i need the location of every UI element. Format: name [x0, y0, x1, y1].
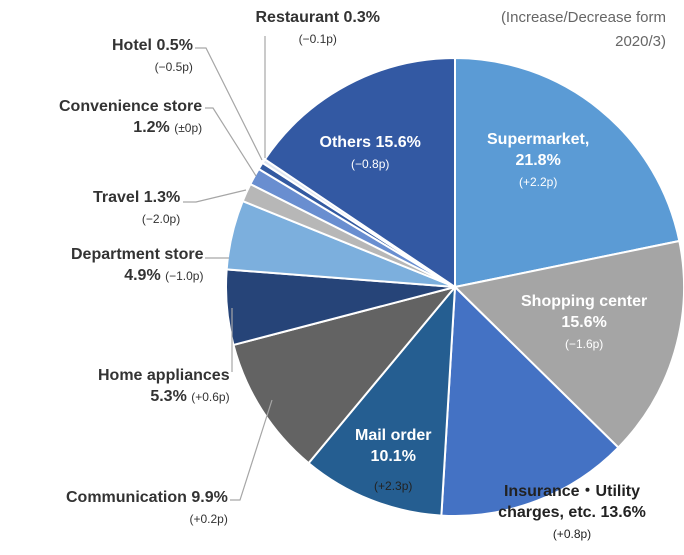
value-label: 15.6% [561, 313, 607, 331]
label-line: (−0.5p) [112, 57, 193, 78]
label-line: Insurance・Utility charges, etc. 13.6% [472, 482, 672, 524]
label-line: Mail order [355, 426, 431, 447]
label-line: (+0.8p) [472, 524, 672, 545]
category-name: Insurance・Utility charges, etc. [498, 483, 641, 521]
value-label: 10.1% [370, 447, 416, 465]
value-label: 0.5% [156, 37, 193, 54]
category-name: Department store [71, 246, 204, 263]
slice-label: Convenience store 1.2% (±0p) [59, 97, 202, 139]
change-label: (−2.0p) [141, 211, 181, 226]
slice-label: Others 15.6% (−0.8p) [320, 133, 421, 175]
label-line: 15.6% [521, 313, 647, 334]
change-label: (±0p) [174, 120, 203, 135]
slice-label: Communication 9.9% (+0.2p) [66, 488, 228, 530]
change-label: (−1.0p) [165, 268, 204, 283]
slice-label: Restaurant 0.3% (−0.1p) [256, 8, 381, 50]
label-line: Communication 9.9% [66, 488, 228, 509]
value-label: 5.3% [150, 387, 187, 405]
slice-label: Hotel 0.5% (−0.5p) [112, 36, 193, 78]
label-line: 5.3% (+0.6p) [98, 387, 230, 408]
value-label: 0.3% [343, 9, 380, 26]
label-line: Shopping center [521, 292, 647, 313]
change-label: (+0.2p) [189, 511, 228, 526]
slice-label: Mail order 10.1% (+2.3p) [355, 426, 431, 496]
value-label: 1.3% [143, 189, 181, 206]
category-name: Shopping center [521, 293, 648, 310]
label-line: Restaurant 0.3% [256, 8, 381, 29]
label-line: Department store [71, 245, 203, 266]
category-name: Supermarket, [487, 131, 590, 148]
value-label: 4.9% [124, 266, 161, 284]
label-line: 1.2% (±0p) [59, 118, 202, 139]
pie-slice [452, 239, 684, 449]
category-name: Hotel [112, 37, 152, 54]
pie-slice [440, 284, 620, 517]
label-line: Convenience store [59, 97, 202, 118]
value-label: 21.8% [515, 151, 561, 169]
slice-label: Department store 4.9% (−1.0p) [71, 245, 203, 287]
label-line: 10.1% [355, 447, 431, 468]
label-line: Home appliances [98, 366, 230, 387]
change-label: (−0.8p) [351, 156, 390, 171]
label-line: (−0.1p) [256, 29, 381, 50]
label-line: (−0.8p) [320, 154, 421, 175]
category-name: Restaurant [255, 9, 340, 26]
label-line: (+0.2p) [66, 509, 228, 530]
label-line: Travel 1.3% [93, 188, 180, 209]
label-line: Supermarket, [487, 130, 589, 151]
pie-slice [307, 284, 457, 517]
category-name: Home appliances [98, 367, 230, 384]
slice-label: Home appliances 5.3% (+0.6p) [98, 366, 230, 408]
label-line: 21.8% [487, 151, 589, 172]
category-name: Convenience store [59, 98, 203, 115]
change-label: (−0.1p) [298, 31, 337, 46]
pie-slice [263, 56, 456, 289]
value-label: 9.9% [191, 489, 228, 506]
label-line: 4.9% (−1.0p) [71, 266, 203, 287]
label-line: (−1.6p) [521, 334, 647, 355]
label-line: (+2.2p) [487, 172, 589, 193]
slice-label: Insurance・Utility charges, etc. 13.6% (+0… [472, 482, 672, 544]
category-name: Communication [66, 489, 187, 506]
category-name: Others [319, 134, 372, 151]
leader-line [230, 399, 273, 501]
label-line: (−2.0p) [93, 209, 180, 230]
pie-slice [454, 56, 681, 289]
value-label: 13.6% [600, 503, 646, 521]
leader-line [195, 47, 263, 161]
change-label: (−1.6p) [564, 336, 604, 351]
leader-line [205, 107, 257, 177]
change-label: (+2.2p) [518, 174, 558, 189]
category-name: Mail order [355, 427, 432, 444]
note: (Increase/Decrease form 2020/3) [500, 9, 666, 50]
label-line: Hotel 0.5% [112, 36, 193, 57]
label-line: (+2.3p) [355, 476, 431, 497]
change-label: (+0.8p) [552, 526, 592, 541]
slice-label: Supermarket, 21.8% (+2.2p) [487, 130, 589, 192]
change-label: (+0.6p) [191, 389, 230, 404]
label-line: Others 15.6% [320, 133, 421, 154]
leader-line [183, 189, 247, 203]
slice-label: Shopping center 15.6% (−1.6p) [521, 292, 647, 354]
change-label: (+2.3p) [374, 478, 413, 493]
category-name: Travel [93, 189, 140, 206]
value-label: 1.2% [133, 118, 170, 136]
value-label: 15.6% [375, 134, 421, 151]
slice-label: Travel 1.3% (−2.0p) [93, 188, 180, 230]
change-label: (−0.5p) [154, 59, 193, 74]
